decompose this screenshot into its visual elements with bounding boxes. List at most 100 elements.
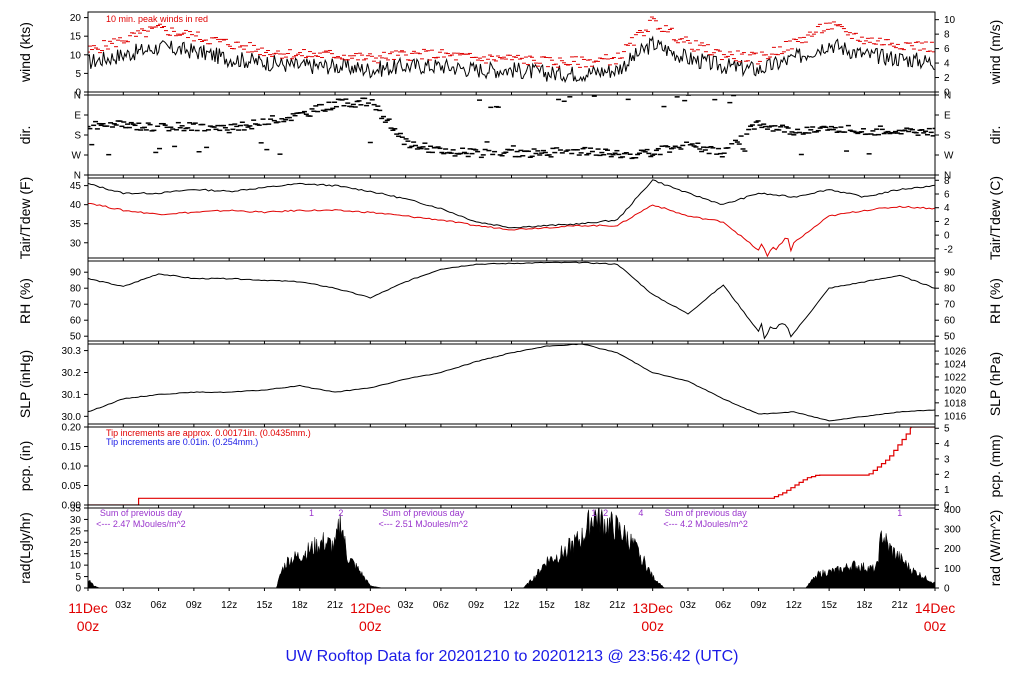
panel-frame — [87, 343, 936, 425]
right-tick-label: -2 — [944, 244, 953, 255]
left-tick-label: 30.3 — [62, 346, 82, 357]
left-tick-label: 0 — [75, 584, 81, 595]
x-tick-label: 21z — [892, 600, 908, 611]
right-tick-label: N — [944, 171, 951, 182]
left-tick-label: 40 — [70, 200, 82, 211]
right-tick-label: 4 — [944, 439, 950, 450]
y-axis-label-right: SLP (hPa) — [987, 352, 1003, 416]
y-axis-label-left: SLP (inHg) — [17, 350, 33, 418]
panel-pcp: pcp. (in) pcp. (mm) 0.00 0.05 0.10 0.15 0.20 0 1… — [17, 423, 1003, 512]
panel-rh: RH (%) RH (%) 50 60 70 80 90 50 60 70 80 90 — [17, 260, 1003, 344]
y-axis-label-right: dir. — [987, 126, 1003, 145]
panel-slp: SLP (inHg) SLP (hPa) 30.0 30.1 30.2 30.3 1016 1… — [17, 343, 1003, 427]
plot-area — [88, 16, 935, 84]
left-tick-label: 15 — [70, 32, 82, 43]
right-tick-label: 0 — [944, 501, 950, 512]
left-tick-label: 0 — [75, 88, 81, 99]
right-tick-label: 1022 — [944, 372, 967, 383]
plot-area — [88, 261, 935, 340]
y-axis-label-right: pcp. (mm) — [987, 435, 1003, 498]
x-tick-label: 15z — [539, 600, 555, 611]
panel-frame — [87, 11, 936, 93]
x-tick-label: 06z — [433, 600, 449, 611]
rad-marker: 1 — [897, 508, 902, 518]
right-tick-label: 1 — [944, 485, 950, 496]
right-tick-label: 1016 — [944, 411, 967, 422]
panel-temp: Tair/Tdew (F) Tair/Tdew (C) 30 35 40 45 -2 0 2 4 6… — [17, 176, 1003, 261]
x-tick-label: 18z — [292, 600, 308, 611]
peak-wind-note: 10 min. peak winds in red — [106, 14, 208, 24]
left-tick-label: E — [74, 111, 81, 122]
left-tick-label: 20 — [70, 538, 82, 549]
x-tick-label: 15z — [821, 600, 837, 611]
day-date-label: 14Dec — [915, 600, 955, 616]
x-tick-label: 12z — [503, 600, 519, 611]
x-tick-label: 03z — [680, 600, 696, 611]
panel-frame — [87, 260, 936, 342]
left-tick-label: 0.10 — [62, 462, 82, 473]
panel-rad: rad(Lgly/hr) rad (W/m^2)05101520253035010… — [17, 504, 1003, 595]
left-tick-label: 5 — [75, 572, 81, 583]
x-tick-label: 21z — [327, 600, 343, 611]
left-tick-label: 50 — [70, 332, 82, 343]
left-tick-label: 0.05 — [62, 481, 82, 492]
daily-sum-value: <--- 2.47 MJoules/m^2 — [96, 519, 186, 529]
right-tick-label: W — [944, 151, 954, 162]
left-tick-label: 90 — [70, 268, 82, 279]
left-tick-label: 30 — [70, 515, 82, 526]
x-tick-label: 12z — [786, 600, 802, 611]
left-tick-label: 30.2 — [62, 368, 82, 379]
y-axis-label-left: wind (kts) — [17, 22, 33, 83]
x-tick-label: 18z — [574, 600, 590, 611]
right-tick-label: 0 — [944, 88, 950, 99]
series-temp-0 — [88, 179, 935, 229]
tip-note-red: Tip increments are approx. 0.00171in. (0… — [106, 428, 311, 438]
y-axis-label-right: wind (m/s) — [987, 20, 1003, 86]
plot-area — [88, 344, 935, 422]
left-tick-label: 35 — [70, 504, 82, 515]
daily-sum-value: <--- 2.51 MJoules/m^2 — [379, 519, 469, 529]
y-axis-label-left: RH (%) — [17, 278, 33, 324]
day-date-label: 12Dec — [350, 600, 390, 616]
left-tick-label: W — [72, 151, 82, 162]
daily-sum-title: Sum of previous day — [665, 508, 748, 518]
right-tick-label: 3 — [944, 454, 950, 465]
day-date-label: 13Dec — [632, 600, 672, 616]
left-tick-label: 60 — [70, 316, 82, 327]
right-tick-label: 2 — [944, 217, 950, 228]
x-tick-label: 18z — [856, 600, 872, 611]
left-tick-label: 10 — [70, 50, 82, 61]
right-tick-label: 90 — [944, 268, 956, 279]
x-tick-label: 15z — [256, 600, 272, 611]
right-tick-label: 100 — [944, 564, 961, 575]
left-tick-label: 25 — [70, 526, 82, 537]
right-tick-label: 4 — [944, 59, 950, 70]
right-tick-label: N — [944, 91, 951, 102]
series-pcp — [88, 427, 935, 505]
left-tick-label: 0.15 — [62, 442, 82, 453]
right-tick-label: 2 — [944, 73, 950, 84]
left-tick-label: 35 — [70, 219, 82, 230]
x-tick-label: 03z — [398, 600, 414, 611]
x-tick-label: 06z — [151, 600, 167, 611]
right-tick-label: 4 — [944, 203, 950, 214]
right-tick-label: 1026 — [944, 347, 967, 358]
x-tick-label: 09z — [750, 600, 766, 611]
right-tick-label: 80 — [944, 284, 956, 295]
right-tick-label: 200 — [944, 544, 961, 555]
series-slp-0 — [88, 344, 935, 422]
y-axis-label-left: rad(Lgly/hr) — [17, 512, 33, 584]
series-wind — [88, 35, 935, 84]
left-tick-label: 10 — [70, 561, 82, 572]
y-axis-label-left: Tair/Tdew (F) — [17, 177, 33, 259]
rad-marker: 2 — [338, 508, 343, 518]
left-tick-label: 0.20 — [62, 423, 82, 434]
daily-sum-title: Sum of previous day — [382, 508, 465, 518]
day-hour-label: 00z — [641, 618, 664, 634]
left-tick-label: 70 — [70, 300, 82, 311]
series-temp-1 — [88, 203, 935, 258]
plot-area — [88, 179, 935, 258]
panel-dir: dir. dir.N NW WS SE EN N — [17, 91, 1003, 182]
left-tick-label: 15 — [70, 549, 82, 560]
right-tick-label: 8 — [944, 176, 950, 187]
